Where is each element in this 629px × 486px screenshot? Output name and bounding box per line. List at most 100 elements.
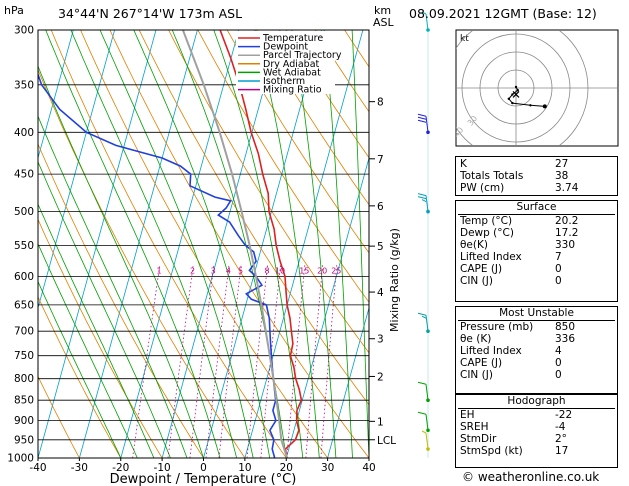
most-unstable-row: CAPE (J) 0	[456, 357, 617, 369]
index-value: 850	[555, 321, 576, 333]
wind-barb-flag	[417, 312, 427, 316]
index-value: 17.2	[555, 227, 579, 239]
index-label: StmSpd (kt)	[460, 445, 523, 457]
dry-adiabat-line	[285, 30, 369, 159]
index-label: Pressure (mb)	[460, 321, 534, 333]
isotherm-line	[327, 306, 369, 458]
hodograph-end-point	[542, 104, 547, 109]
wind-barb-staff	[425, 315, 429, 332]
surface-row: CAPE (J) 0	[456, 263, 617, 275]
temperature-tick-label: -20	[112, 462, 129, 474]
km-tick-label: 6	[377, 201, 384, 213]
mixing-ratio-labels: 1 2 3 4 5 8 10 15 20 25	[156, 266, 341, 275]
wet-adiabat-line	[99, 30, 254, 458]
mixing-ratio-line	[260, 264, 281, 458]
index-value: 330	[555, 239, 576, 251]
isotherm-line	[38, 30, 157, 458]
isotherm-line	[161, 30, 281, 458]
index-label: CAPE (J)	[460, 263, 503, 275]
km-tick-label: LCL	[377, 435, 396, 447]
mixing-ratio-line	[246, 264, 268, 458]
most-unstable-title: Most Unstable	[499, 307, 574, 319]
temperature-tick-label: 40	[362, 462, 375, 474]
hodograph-row: StmSpd (kt) 17	[456, 445, 617, 457]
station-location: 34°44'N 267°14'W 173m ASL	[58, 6, 243, 21]
legend-entry: Dewpoint	[263, 42, 308, 53]
mixing-ratio-label: 10	[275, 266, 285, 275]
wind-barb-flag	[417, 381, 427, 385]
series-line-parcel-trajectory	[181, 30, 289, 458]
index-row-totals: Totals Totals 38	[456, 170, 617, 182]
hodograph-ring	[456, 31, 589, 145]
dry-adiabat-line	[50, 30, 287, 458]
index-value: 38	[555, 170, 569, 182]
hodograph-row: StmDir 2°	[456, 433, 617, 445]
mixing-ratio-line	[286, 264, 306, 458]
index-value: -4	[555, 421, 566, 433]
pressure-tick-label: 450	[14, 169, 34, 181]
most-unstable-row: θe (K) 336	[456, 333, 617, 345]
mixing-ratio-label: 8	[264, 266, 269, 275]
wind-barbs	[417, 11, 430, 458]
temperature-tick-label: 20	[280, 462, 293, 474]
wind-barb-flag	[421, 199, 427, 203]
index-label: CIN (J)	[460, 275, 493, 287]
temperature-tick-label: -40	[29, 462, 46, 474]
mixing-ratio-label: 5	[238, 266, 243, 275]
pressure-tick-label: 1000	[7, 453, 34, 465]
legend-entry: Isotherm	[263, 76, 305, 87]
wind-barb-staff	[425, 195, 429, 212]
surface-row: Dewp (°C) 17.2	[456, 227, 617, 239]
wet-adiabat-line	[323, 30, 353, 458]
height-km-ticks: 8 7 6 5 4 3 2 1 LCL	[369, 97, 396, 447]
pressure-tick-label: 500	[14, 206, 34, 218]
mixing-ratio-label: 2	[190, 266, 195, 275]
index-value: 0	[555, 369, 562, 381]
wind-barb-staff	[425, 414, 429, 431]
hodograph-unit-label: kt	[460, 34, 469, 44]
mixing-ratio-label: 20	[317, 266, 327, 275]
hodograph-point	[511, 101, 514, 105]
index-value: 3.74	[555, 182, 579, 194]
index-label: θe (K)	[460, 333, 492, 345]
hodograph-row: EH -22	[456, 409, 617, 421]
index-value: 27	[555, 158, 569, 170]
wind-barb-flag	[421, 11, 427, 15]
dry-adiabat-line	[226, 30, 369, 254]
legend-background	[236, 31, 335, 94]
pressure-tick-label: 750	[14, 350, 34, 362]
pressure-tick-label: 300	[14, 25, 34, 37]
wind-barb-flag	[417, 411, 427, 415]
km-unit-label: km	[374, 4, 391, 17]
most-unstable-row: Pressure (mb) 850	[456, 321, 617, 333]
hodograph-box: Hodograph EH -22 SREH -4 StmDir 2° StmSpd (…	[455, 394, 618, 468]
wind-barb-station	[426, 447, 430, 451]
pressure-tick-label: 900	[14, 415, 34, 427]
most-unstable-box: Most Unstable Pressure (mb) 850 θe (K) 336…	[455, 306, 618, 394]
hodograph-point	[514, 85, 518, 89]
pressure-tick-label: 400	[14, 127, 34, 139]
sounding-series	[38, 30, 303, 458]
index-row-k: K 27	[456, 158, 617, 170]
index-label: Totals Totals	[460, 170, 524, 182]
index-value: 17	[555, 445, 569, 457]
isotherm-line	[244, 30, 364, 458]
surface-row: θe(K) 330	[456, 239, 617, 251]
temperature-tick-label: 10	[238, 462, 251, 474]
index-label: CIN (J)	[460, 369, 493, 381]
isotherm-line	[79, 30, 198, 458]
wind-barb-flag	[421, 315, 427, 319]
km-tick-label: 4	[377, 287, 384, 299]
mixing-ratio-label: 4	[226, 266, 231, 275]
wind-barb-flag	[417, 113, 427, 117]
index-label: StmDir	[460, 433, 497, 445]
mixing-ratio-line	[305, 264, 324, 458]
indices-top-box: K 27 Totals Totals 38 PW (cm) 3.74	[455, 156, 618, 196]
dry-adiabat-line	[197, 30, 369, 303]
pressure-tick-label: 700	[14, 326, 34, 338]
hodograph-point	[511, 93, 514, 96]
most-unstable-row: Lifted Index 4	[456, 345, 617, 357]
